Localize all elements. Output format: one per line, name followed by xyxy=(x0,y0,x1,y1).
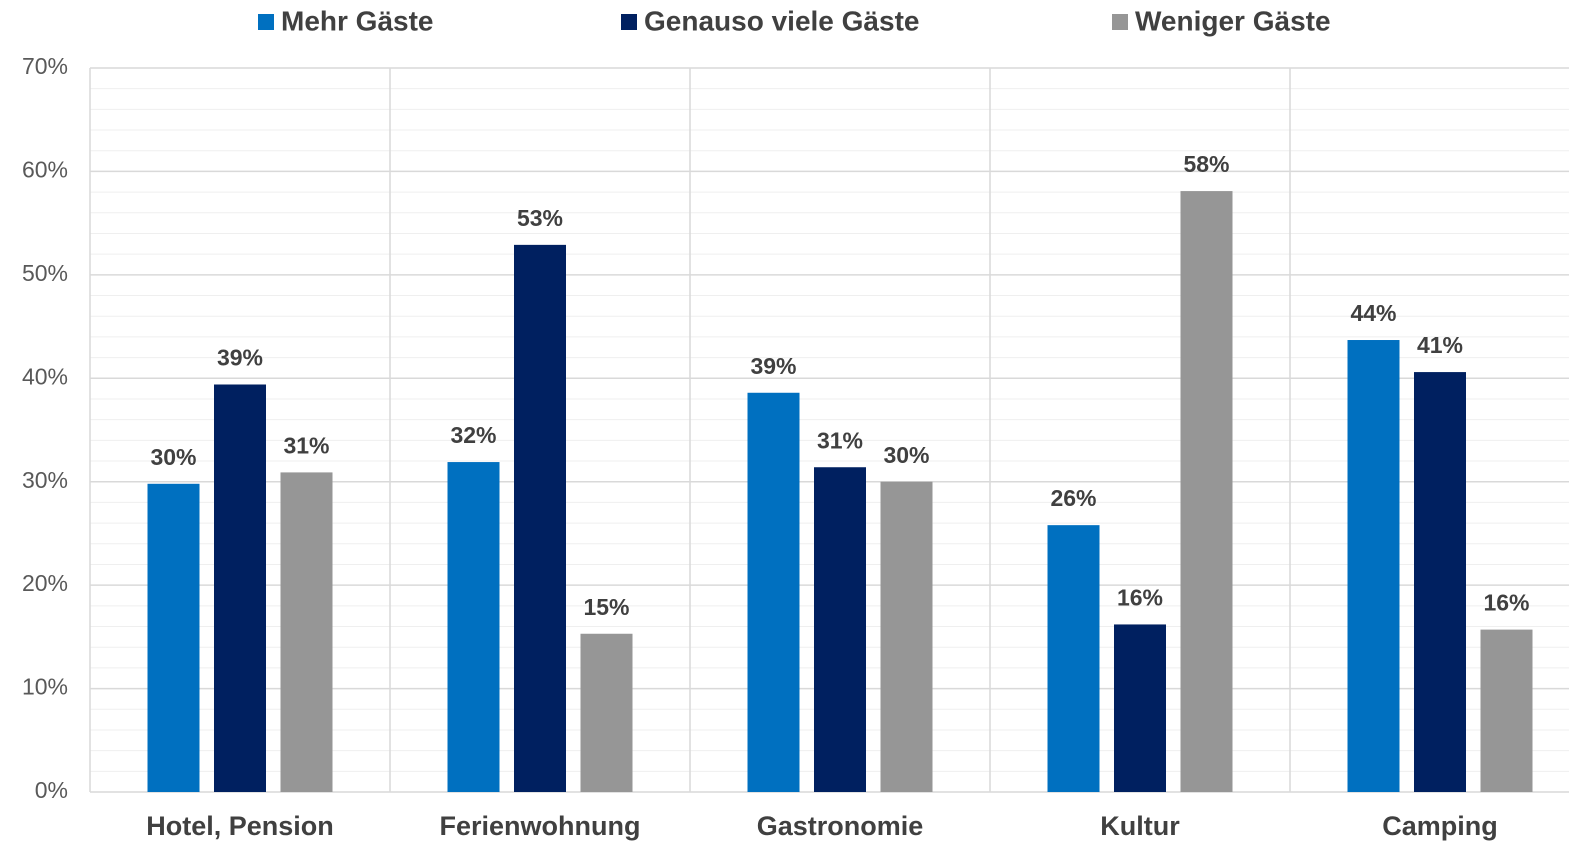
y-tick-label: 10% xyxy=(22,674,68,700)
y-tick-label: 0% xyxy=(35,777,68,803)
legend-label: Mehr Gäste xyxy=(281,5,434,36)
bar xyxy=(514,244,566,792)
bar xyxy=(214,384,266,792)
bar xyxy=(1047,525,1100,792)
legend-label: Weniger Gäste xyxy=(1135,5,1331,36)
data-label: 30% xyxy=(883,442,929,468)
bar xyxy=(747,392,800,792)
data-label: 16% xyxy=(1483,590,1529,616)
legend-swatch xyxy=(621,14,637,30)
bar xyxy=(1180,191,1233,792)
data-label: 30% xyxy=(150,444,196,470)
y-tick-label: 30% xyxy=(22,467,68,493)
y-tick-label: 20% xyxy=(22,570,68,596)
bar xyxy=(280,472,333,792)
x-tick-label: Ferienwohnung xyxy=(440,811,641,841)
data-label: 39% xyxy=(217,345,263,371)
bar xyxy=(580,633,633,792)
x-tick-label: Gastronomie xyxy=(757,811,924,841)
y-tick-label: 40% xyxy=(22,363,68,389)
data-label: 15% xyxy=(583,594,629,620)
data-label: 32% xyxy=(450,422,496,448)
data-label: 41% xyxy=(1417,332,1463,358)
bar xyxy=(1114,624,1166,792)
data-label: 39% xyxy=(750,353,796,379)
data-label: 31% xyxy=(283,432,329,458)
data-label: 53% xyxy=(517,205,563,231)
bar xyxy=(1414,372,1466,792)
x-tick-label: Kultur xyxy=(1100,811,1180,841)
data-label: 26% xyxy=(1050,485,1096,511)
data-label: 31% xyxy=(817,427,863,453)
bar xyxy=(1347,340,1400,792)
legend-swatch xyxy=(1112,14,1128,30)
legend-label: Genauso viele Gäste xyxy=(644,5,919,36)
data-label: 58% xyxy=(1183,151,1229,177)
bar xyxy=(447,462,500,792)
y-tick-label: 50% xyxy=(22,260,68,286)
data-label: 44% xyxy=(1350,300,1396,326)
x-tick-label: Camping xyxy=(1382,811,1498,841)
x-tick-label: Hotel, Pension xyxy=(146,811,334,841)
y-tick-label: 70% xyxy=(22,53,68,79)
y-tick-label: 60% xyxy=(22,157,68,183)
bar xyxy=(814,467,866,792)
bar xyxy=(1480,629,1533,792)
bar xyxy=(147,483,200,792)
legend-swatch xyxy=(258,14,274,30)
data-label: 16% xyxy=(1117,585,1163,611)
bar xyxy=(880,481,933,792)
